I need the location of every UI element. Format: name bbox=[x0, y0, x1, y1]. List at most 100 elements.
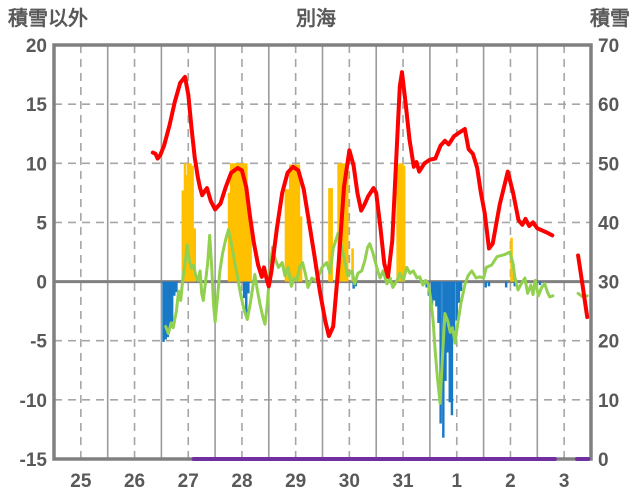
orange-bars-bar bbox=[398, 163, 402, 282]
blue-bars-bar bbox=[164, 281, 167, 340]
blue-bars-bar bbox=[439, 281, 442, 424]
left-axis-title: 積雪以外 bbox=[8, 6, 88, 30]
orange-bars-bar bbox=[191, 165, 194, 282]
right-axis-title: 積雪 bbox=[590, 7, 630, 30]
orange-bars-bar bbox=[185, 175, 188, 282]
orange-bars-bar bbox=[244, 163, 248, 282]
x-tick-label: 1 bbox=[451, 471, 462, 492]
blue-bars-bar bbox=[444, 281, 447, 381]
blue-bars-bar bbox=[487, 281, 491, 287]
orange-bars-bar bbox=[351, 248, 354, 282]
orange-bars-bar bbox=[240, 163, 244, 282]
orange-bars-bar bbox=[234, 163, 237, 282]
blue-bars-bar bbox=[425, 281, 428, 288]
x-tick-label: 25 bbox=[70, 471, 92, 492]
blue-bars-bar bbox=[513, 281, 516, 287]
x-tick-label: 2 bbox=[505, 471, 516, 492]
orange-bars-bar bbox=[337, 163, 340, 282]
blue-bars-bar bbox=[538, 281, 542, 286]
y-left-tick-label: 5 bbox=[36, 213, 47, 234]
y-right-tick-label: 30 bbox=[598, 273, 619, 294]
green-line bbox=[164, 228, 555, 405]
y-left-tick-label: 15 bbox=[26, 95, 48, 116]
blue-bars-bar bbox=[450, 281, 454, 416]
blue-bars-bar bbox=[245, 281, 248, 318]
blue-bars-bar bbox=[459, 281, 463, 292]
x-tick-label: 26 bbox=[124, 471, 145, 492]
blue-bars-bar bbox=[457, 281, 461, 303]
blue-bars-bar bbox=[435, 281, 438, 307]
blue-bars-bar bbox=[170, 281, 174, 322]
orange-bars-bar bbox=[400, 163, 404, 282]
orange-bars-bar bbox=[328, 188, 331, 282]
blue-bars-bar bbox=[352, 281, 355, 289]
x-tick-label: 3 bbox=[559, 471, 570, 492]
blue-bars-bar bbox=[448, 281, 451, 403]
orange-bars-bar bbox=[297, 164, 301, 282]
orange-bars-bar bbox=[330, 188, 333, 282]
y-right-tick-label: 10 bbox=[598, 391, 619, 412]
orange-bars-bar bbox=[343, 163, 347, 282]
red-line bbox=[150, 70, 555, 338]
orange-bars-bar bbox=[249, 222, 252, 282]
blue-bars-bar bbox=[437, 281, 440, 323]
orange-bars-bar bbox=[299, 216, 303, 282]
orange-bars-bar bbox=[229, 163, 233, 282]
y-left-tick-label: 0 bbox=[36, 273, 47, 294]
y-left-tick-label: 20 bbox=[26, 36, 47, 57]
y-right-tick-label: 70 bbox=[598, 36, 619, 57]
orange-bars-bar bbox=[345, 163, 349, 282]
y-left-tick-label: -10 bbox=[20, 391, 47, 412]
blue-bars-bar bbox=[430, 281, 434, 306]
blue-bars-bar bbox=[504, 281, 508, 288]
y-right-tick-label: 50 bbox=[598, 154, 619, 175]
y-right-tick-label: 60 bbox=[598, 95, 619, 116]
red-line bbox=[576, 253, 590, 320]
orange-bars-bar bbox=[396, 164, 399, 282]
y-left-tick-label: -5 bbox=[30, 332, 47, 353]
orange-bars-bar bbox=[189, 163, 192, 282]
x-tick-label: 31 bbox=[392, 471, 414, 492]
orange-bars-bar bbox=[402, 165, 406, 282]
y-left-tick-label: -15 bbox=[20, 450, 48, 471]
line-series bbox=[150, 70, 591, 461]
x-tick-label: 28 bbox=[231, 471, 252, 492]
orange-bars-bar bbox=[183, 163, 187, 282]
orange-bars-bar bbox=[291, 164, 294, 282]
x-tick-label: 30 bbox=[339, 471, 360, 492]
blue-bars-bar bbox=[247, 281, 250, 294]
orange-bars-bar bbox=[284, 189, 288, 282]
bar-series bbox=[162, 163, 542, 438]
blue-bars-bar bbox=[242, 281, 246, 299]
orange-bars-bar bbox=[293, 164, 296, 282]
blue-bars-bar bbox=[173, 281, 176, 296]
blue-bars-bar bbox=[166, 281, 170, 338]
orange-bars-bar bbox=[242, 163, 246, 282]
gridlines bbox=[54, 45, 591, 459]
blue-bars-bar bbox=[432, 281, 436, 301]
blue-bars-bar bbox=[168, 281, 172, 325]
orange-bars-bar bbox=[193, 228, 196, 282]
y-right-tick-label: 0 bbox=[598, 450, 609, 471]
orange-bars-bar bbox=[232, 163, 235, 282]
blue-bars-bar bbox=[162, 281, 165, 342]
orange-bars-bar bbox=[238, 163, 242, 282]
y-left-tick-label: 10 bbox=[26, 154, 47, 175]
orange-bars-bar bbox=[247, 204, 250, 282]
x-tick-label: 29 bbox=[285, 471, 306, 492]
orange-bars-bar bbox=[236, 163, 239, 282]
x-tick-label: 27 bbox=[178, 471, 199, 492]
blue-bars-bar bbox=[175, 281, 178, 293]
orange-bars-bar bbox=[181, 190, 185, 282]
orange-bars-bar bbox=[286, 189, 290, 282]
chart-title: 別海 bbox=[296, 6, 336, 30]
y-right-tick-label: 20 bbox=[598, 332, 619, 353]
blue-bars-bar bbox=[455, 281, 458, 321]
blue-bars-bar bbox=[452, 281, 456, 332]
orange-bars-bar bbox=[186, 163, 190, 282]
orange-bars-bar bbox=[288, 164, 292, 282]
y-right-tick-label: 40 bbox=[598, 213, 619, 234]
blue-bars-bar bbox=[484, 281, 487, 288]
